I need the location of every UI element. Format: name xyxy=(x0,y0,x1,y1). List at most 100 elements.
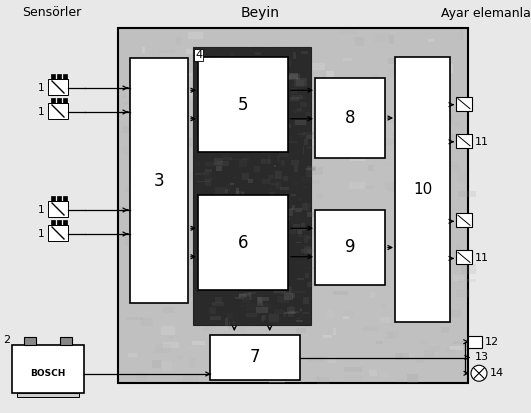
Bar xyxy=(281,217,289,221)
Bar xyxy=(268,221,272,224)
Bar xyxy=(261,159,271,164)
Bar xyxy=(242,75,251,82)
Bar xyxy=(218,56,229,59)
Bar xyxy=(311,135,315,140)
Bar xyxy=(271,259,280,263)
Bar xyxy=(453,341,468,344)
Bar xyxy=(277,104,292,107)
Bar xyxy=(307,282,316,287)
Bar xyxy=(208,292,218,299)
Bar xyxy=(344,375,362,381)
Bar xyxy=(151,290,158,299)
Bar xyxy=(129,169,145,176)
Bar xyxy=(225,318,228,326)
Bar xyxy=(204,173,212,181)
Bar xyxy=(258,84,267,88)
Bar xyxy=(370,292,374,298)
Bar xyxy=(258,224,264,232)
Bar xyxy=(228,290,236,291)
Bar xyxy=(296,312,302,314)
Bar xyxy=(210,335,300,380)
Bar xyxy=(347,223,362,231)
Bar xyxy=(186,137,201,147)
Bar xyxy=(245,143,254,151)
Bar xyxy=(298,229,302,237)
Bar xyxy=(296,320,303,322)
Bar xyxy=(256,66,260,68)
Bar xyxy=(246,193,252,196)
Bar xyxy=(402,255,416,261)
Bar xyxy=(269,71,279,72)
Bar xyxy=(125,187,138,192)
Bar xyxy=(436,87,443,90)
Bar xyxy=(235,191,243,194)
Bar xyxy=(179,76,195,81)
Bar xyxy=(51,196,55,201)
Bar xyxy=(227,123,229,125)
Bar xyxy=(281,226,296,233)
Bar xyxy=(295,120,306,125)
Bar xyxy=(12,345,84,393)
Bar xyxy=(250,209,263,217)
Bar xyxy=(283,356,287,359)
Bar xyxy=(405,90,415,97)
Bar xyxy=(259,248,266,255)
Bar xyxy=(209,306,216,314)
Bar xyxy=(269,60,274,61)
Bar xyxy=(260,204,262,212)
Bar xyxy=(292,204,295,210)
Bar xyxy=(277,296,289,304)
Bar xyxy=(197,252,208,259)
Bar xyxy=(449,309,461,317)
Bar xyxy=(220,57,232,58)
Bar xyxy=(306,203,310,211)
Bar xyxy=(57,74,61,79)
Bar xyxy=(63,74,67,79)
Bar xyxy=(175,204,180,211)
Bar xyxy=(279,151,288,157)
Bar xyxy=(405,310,414,314)
Bar xyxy=(301,249,305,253)
Bar xyxy=(368,165,374,171)
Text: 12: 12 xyxy=(485,337,499,347)
Bar xyxy=(277,80,287,88)
Bar xyxy=(407,66,425,74)
Bar xyxy=(389,35,393,44)
Text: 11: 11 xyxy=(475,137,489,147)
Bar xyxy=(246,241,255,244)
Bar xyxy=(136,159,147,162)
Bar xyxy=(126,317,143,320)
Bar xyxy=(253,202,255,209)
Bar xyxy=(297,289,302,292)
Bar xyxy=(384,161,400,165)
Bar xyxy=(285,297,301,303)
Bar xyxy=(304,247,310,256)
Bar xyxy=(203,62,209,70)
Bar xyxy=(221,159,230,167)
Bar xyxy=(234,202,243,209)
Bar xyxy=(274,211,284,213)
Bar xyxy=(304,235,307,242)
Bar xyxy=(260,239,277,245)
Bar xyxy=(303,91,312,93)
Bar xyxy=(307,249,313,253)
Bar xyxy=(297,133,305,135)
Bar xyxy=(24,337,36,345)
Bar xyxy=(296,78,307,86)
Bar xyxy=(296,242,301,243)
Bar xyxy=(245,143,254,150)
Bar xyxy=(305,247,312,254)
Bar xyxy=(247,226,254,230)
Bar xyxy=(214,158,224,165)
Bar xyxy=(278,211,284,214)
Bar xyxy=(136,239,147,243)
Bar xyxy=(176,37,181,45)
Text: 1: 1 xyxy=(38,107,44,117)
Bar xyxy=(264,52,276,56)
Bar xyxy=(250,168,262,171)
Bar xyxy=(156,349,162,351)
Bar xyxy=(370,370,377,375)
Bar xyxy=(230,183,234,185)
Bar xyxy=(228,321,230,329)
Bar xyxy=(138,127,146,131)
